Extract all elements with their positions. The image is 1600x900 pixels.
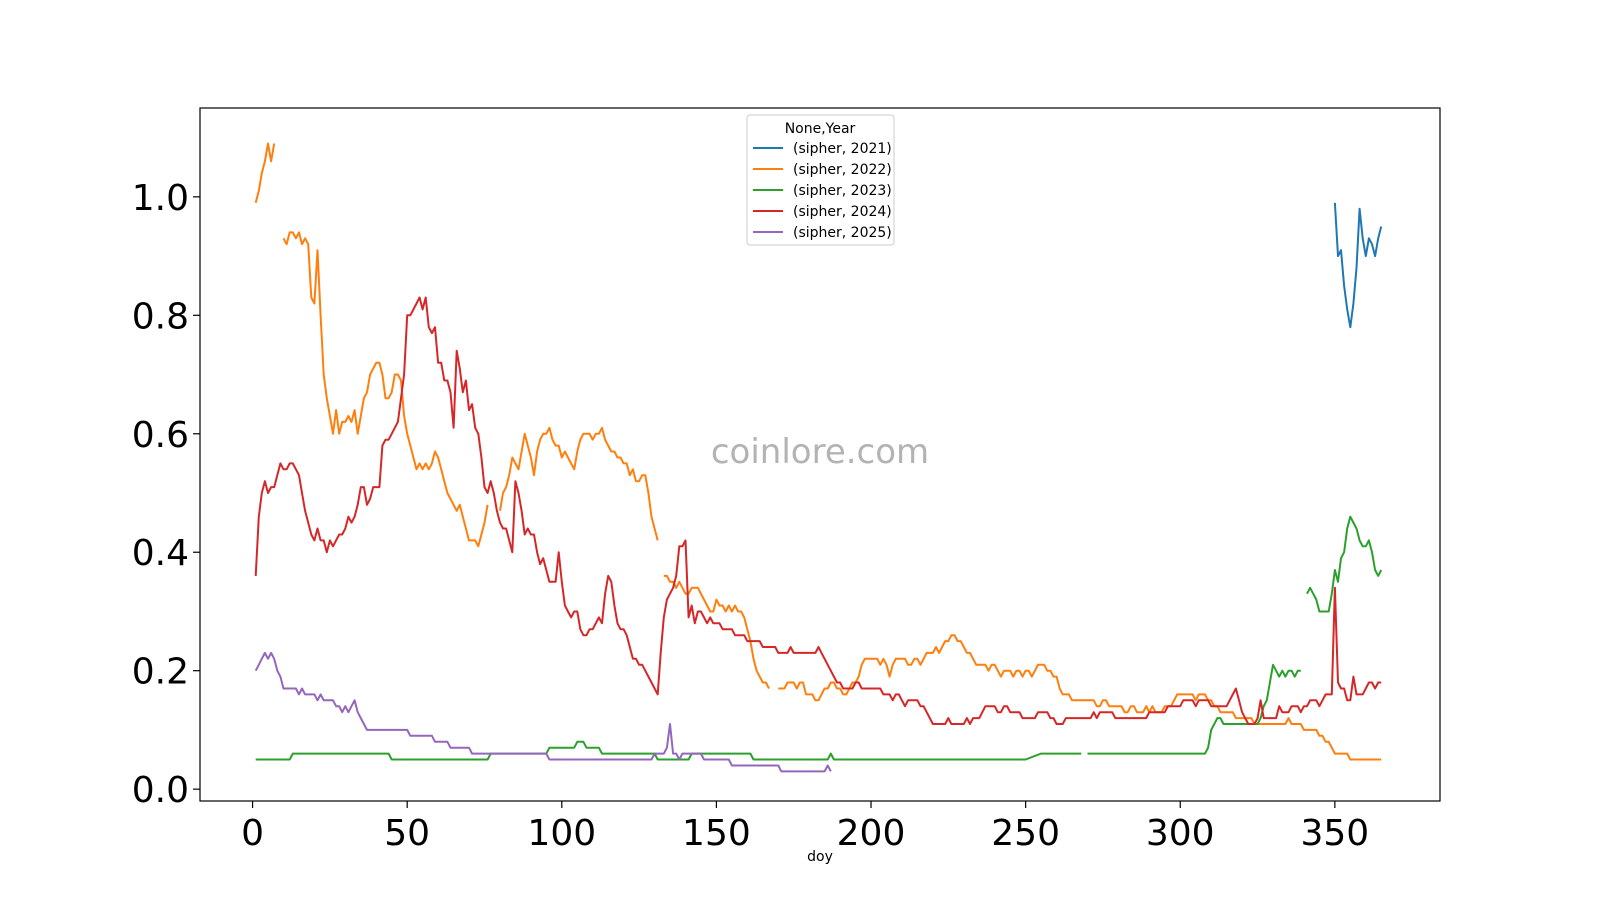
- series-2: [254, 142, 1382, 761]
- legend-label: (sipher, 2024): [793, 204, 892, 220]
- legend-entry: (sipher, 2021): [753, 141, 892, 157]
- legend-box: [746, 114, 895, 246]
- series-2-line-segment-3: [499, 426, 659, 541]
- legend-label: (sipher, 2021): [793, 141, 892, 157]
- x-tick-label: 250: [991, 813, 1060, 854]
- plot-frame: [199, 107, 1441, 802]
- x-tick-label: 0: [241, 813, 264, 854]
- series-layer: [254, 142, 1383, 773]
- series-3: [255, 515, 1383, 761]
- series-2-line-segment-1: [254, 142, 276, 204]
- watermark: coinlore.com: [711, 432, 929, 472]
- legend-entry: (sipher, 2025): [753, 225, 892, 241]
- x-axis-label: doy: [807, 849, 833, 865]
- y-tick-label: 1.0: [132, 178, 189, 219]
- series-4-line-segment-1: [254, 296, 1382, 725]
- series-1-line-segment-1: [1333, 202, 1383, 329]
- x-tick-label: 50: [384, 813, 430, 854]
- series-1: [1333, 202, 1383, 329]
- y-tick-label: 0.4: [132, 533, 189, 574]
- y-tick-label: 0.8: [132, 296, 189, 337]
- y-axis: 0.0 0.2 0.4 0.6 0.8 1.0: [132, 178, 200, 811]
- y-tick-label: 0.6: [132, 415, 189, 456]
- x-tick-label: 200: [837, 813, 906, 854]
- y-tick-label: 0.0: [132, 770, 189, 811]
- legend-label: (sipher, 2025): [793, 225, 892, 241]
- legend-entry: (sipher, 2023): [753, 183, 892, 199]
- series-4: [254, 296, 1382, 725]
- legend-label: (sipher, 2023): [793, 183, 892, 199]
- x-tick-label: 300: [1146, 813, 1215, 854]
- series-2-line-segment-2: [282, 231, 489, 548]
- legend: None,Year (sipher, 2021)(sipher, 2022)(s…: [746, 114, 895, 246]
- x-tick-label: 350: [1301, 813, 1370, 854]
- series-5-line-segment-1: [254, 651, 832, 773]
- series-5: [254, 651, 832, 773]
- series-3-line-segment-2: [1087, 663, 1301, 755]
- legend-entries: (sipher, 2021) (sipher, 2022) (sipher, 202…: [753, 141, 892, 241]
- series-3-line-segment-1: [255, 740, 1082, 761]
- x-tick-label: 150: [682, 813, 751, 854]
- series-3-line-segment-3: [1306, 515, 1383, 613]
- legend-title: None,Year: [785, 121, 856, 137]
- legend-entry: (sipher, 2024): [753, 204, 892, 220]
- x-axis: 0 50 100 150 200 250 300 350: [241, 801, 1369, 854]
- series-2-line-segment-4: [663, 574, 770, 689]
- series-2-line-segment-5: [778, 634, 1382, 761]
- legend-entry: (sipher, 2022): [753, 162, 892, 178]
- legend-label: (sipher, 2022): [793, 162, 892, 178]
- x-tick-label: 100: [527, 813, 596, 854]
- y-tick-label: 0.2: [132, 652, 189, 693]
